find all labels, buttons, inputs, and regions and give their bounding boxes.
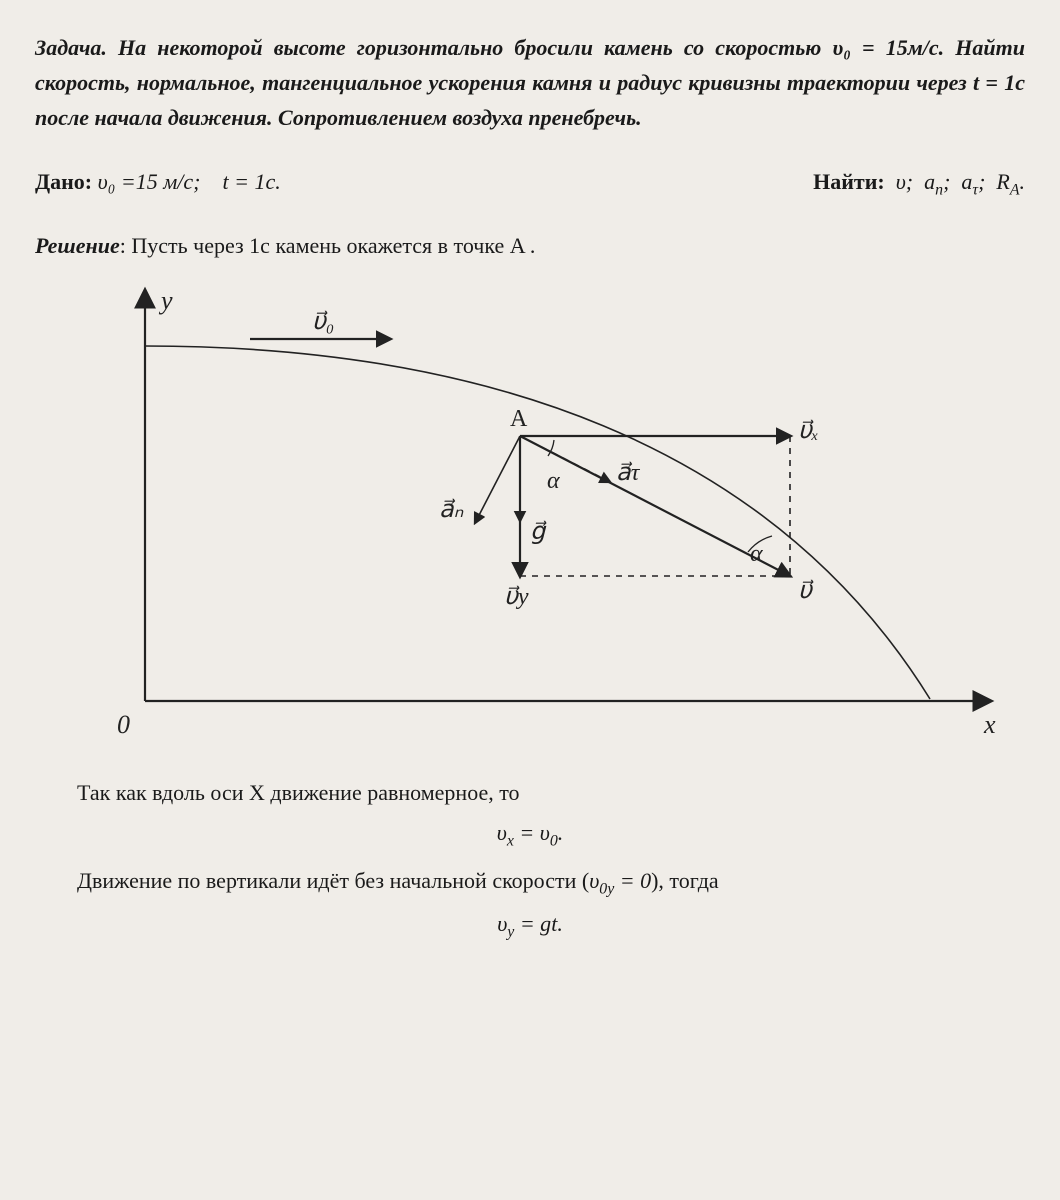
para2a: Движение по вертикали идёт без начальной… [77,868,589,893]
svg-text:α: α [547,468,560,494]
solution-label: Решение [35,233,120,258]
para2-expr: υ0y = 0 [589,868,651,893]
problem-statement: Задача. На некоторой высоте горизонтальн… [35,30,1025,136]
diagram: y x 0 υ⃗₀ Aυ⃗ₓ υ⃗y υ⃗ g⃗ a⃗τ a⃗ₙ α α [35,271,1025,761]
problem-t: t = 1с [973,70,1025,95]
svg-text:y: y [158,286,173,315]
formula-1: υx = υ0. [35,815,1025,854]
problem-lead: Задача. На некоторой высоте горизонтальн… [35,35,832,60]
find-label: Найти: [813,169,885,194]
para2b: ), тогда [651,868,719,893]
solution-intro: Решение: Пусть через 1с камень окажется … [35,228,1025,263]
physics-diagram-svg: y x 0 υ⃗₀ Aυ⃗ₓ υ⃗y υ⃗ g⃗ a⃗τ a⃗ₙ α α [50,271,1010,761]
para-1: Так как вдоль оси X движение равномерное… [35,775,1025,810]
svg-text:υ⃗y: υ⃗y [504,584,529,610]
svg-text:a⃗ₙ: a⃗ₙ [439,497,464,523]
svg-text:υ⃗: υ⃗ [798,578,814,604]
svg-text:g⃗: g⃗ [530,519,547,545]
svg-text:A: A [510,406,528,432]
given-block: Дано: υ₀ =15 м/с; t = 1с. [35,164,281,203]
problem-v0: υ₀ = 15м/с. [832,35,944,60]
svg-text:υ⃗ₓ: υ⃗ₓ [798,418,819,444]
given-t: t = 1с. [222,169,280,194]
svg-text:x: x [983,710,996,739]
svg-text:α: α [750,541,763,567]
formula-2: υy = gt. [35,906,1025,945]
problem-tail: после начала движения. Сопротивлением во… [35,105,642,130]
given-find-row: Дано: υ₀ =15 м/с; t = 1с. Найти: υ; an; … [35,164,1025,203]
para1-text: Так как вдоль оси X движение равномерное… [77,780,520,805]
svg-text:0: 0 [117,710,130,739]
given-label: Дано: [35,169,92,194]
find-block: Найти: υ; an; aτ; RA. [813,164,1025,203]
svg-text:a⃗τ: a⃗τ [616,460,641,486]
solution-intro-text: : Пусть через 1с камень окажется в точке… [120,233,536,258]
svg-text:υ⃗₀: υ⃗₀ [312,309,334,335]
find-items: υ; an; aτ; RA. [890,169,1025,194]
para-2: Движение по вертикали идёт без начальной… [35,863,1025,902]
given-v0: υ₀ =15 м/с; [98,169,201,194]
